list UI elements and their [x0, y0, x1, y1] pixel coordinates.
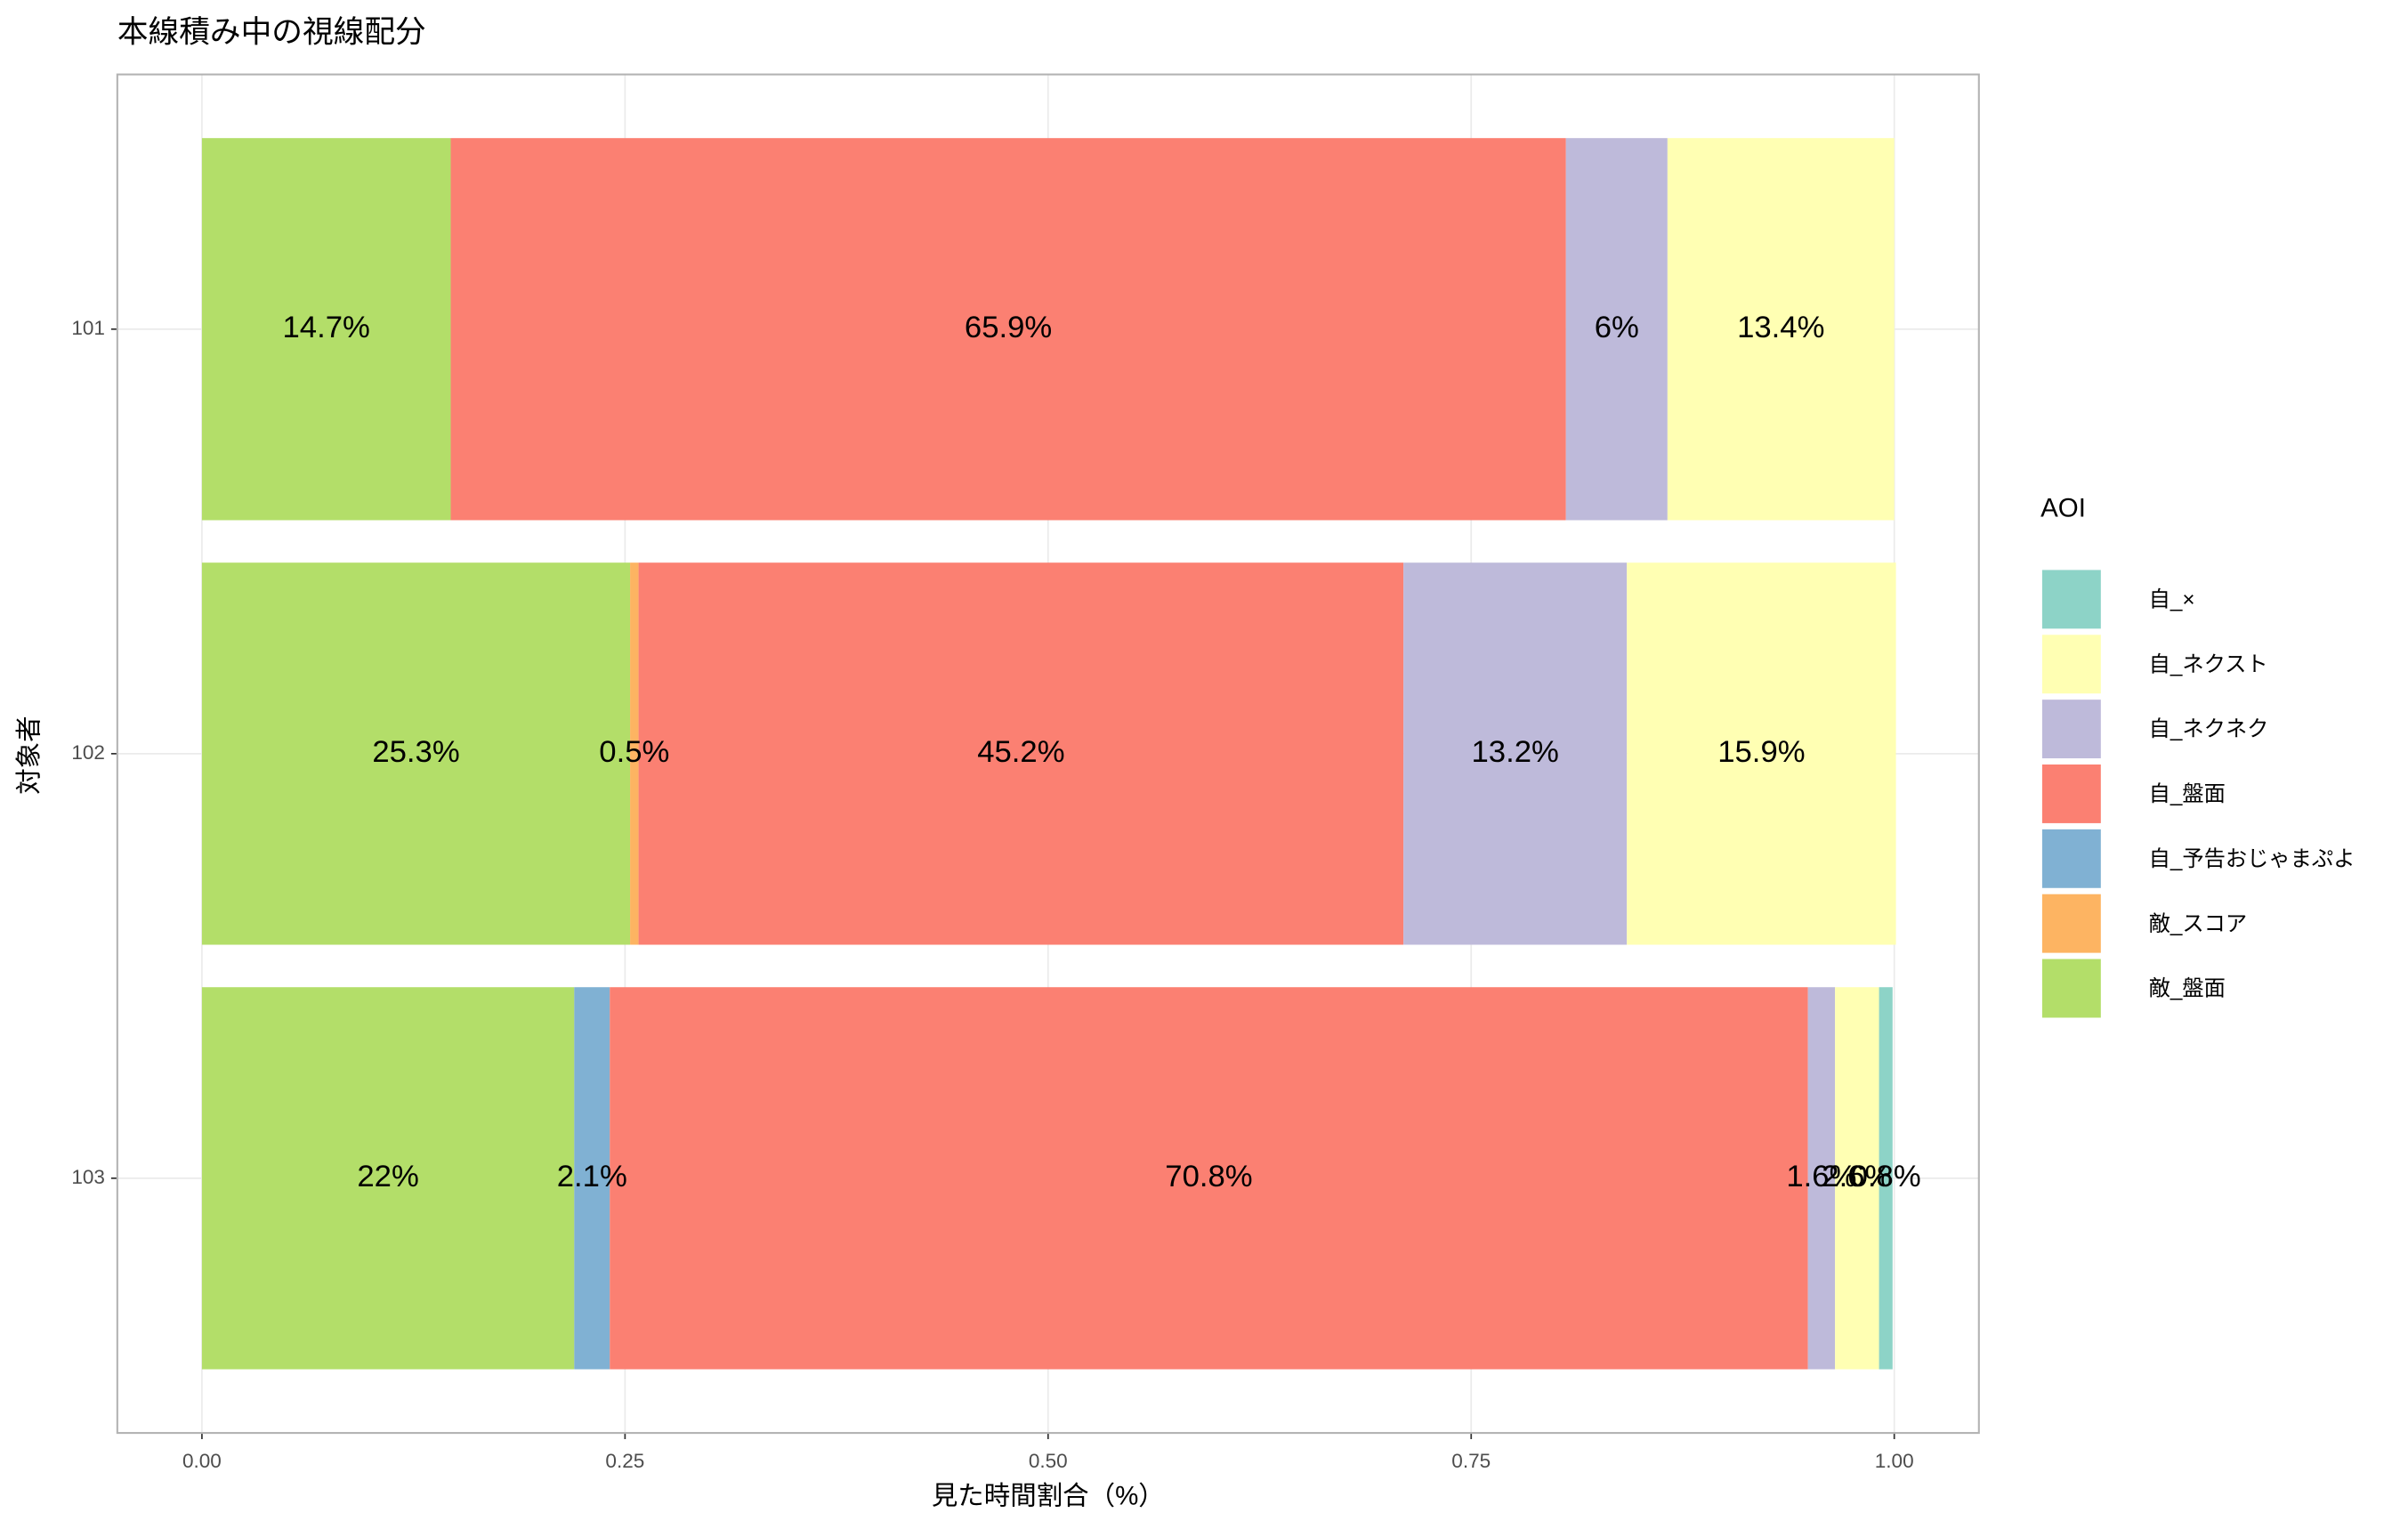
bar-segment	[1807, 987, 1836, 1370]
data-label: 45.2%	[977, 735, 1064, 769]
x-tick-label: 1.00	[1875, 1450, 1914, 1472]
data-label: 22%	[357, 1160, 418, 1193]
legend-key	[2041, 959, 2101, 1018]
y-axis-label: 対象者	[14, 716, 44, 794]
bar-segment	[450, 138, 1566, 521]
bar-segment	[574, 987, 610, 1370]
bar-segment	[1667, 138, 1895, 521]
bar-segment	[1835, 987, 1879, 1370]
bar-segment	[1879, 987, 1893, 1370]
bar-segment	[201, 987, 575, 1370]
legend-title: AOI	[2040, 494, 2086, 523]
legend-label: 自_予告おじゃまぷよ	[2149, 847, 2355, 871]
bar-segment	[201, 138, 451, 521]
legend-key	[2041, 829, 2101, 888]
y-tick-label: 101	[71, 317, 105, 339]
x-tick-label: 0.00	[182, 1450, 222, 1472]
bar-segment	[1627, 562, 1896, 945]
data-label: 13.4%	[1737, 311, 1824, 344]
legend-label: 自_盤面	[2149, 782, 2226, 806]
x-tick-label: 0.25	[605, 1450, 644, 1472]
data-label: 65.9%	[965, 311, 1052, 344]
legend-label: 自_×	[2149, 588, 2195, 612]
x-axis-label: 見た時間割合（%）	[932, 1482, 1165, 1511]
legend-key	[2041, 635, 2101, 694]
data-label: 13.2%	[1472, 735, 1559, 769]
bar-segment	[638, 562, 1404, 945]
data-label: 2.6%	[1822, 1160, 1892, 1193]
data-label: 25.3%	[372, 735, 459, 769]
data-label: 2.1%	[557, 1160, 627, 1193]
data-label: 15.9%	[1717, 735, 1805, 769]
data-label: 0.8%	[1851, 1160, 1921, 1193]
legend-key	[2041, 764, 2101, 823]
bar-segment	[610, 987, 1808, 1370]
bar-segment	[630, 562, 639, 945]
y-tick-label: 102	[71, 741, 105, 764]
bar-segment	[1403, 562, 1628, 945]
legend-key	[2041, 894, 2101, 953]
legend-key	[2041, 700, 2101, 759]
legend-label: 敵_盤面	[2149, 977, 2226, 1001]
x-tick-label: 0.50	[1029, 1450, 1068, 1472]
data-label: 0.5%	[599, 735, 669, 769]
panel-border	[116, 73, 1980, 1435]
data-label: 6%	[1595, 311, 1639, 344]
legend-label: 自_ネクスト	[2149, 652, 2268, 676]
chart-title: 本線積み中の視線配分	[117, 15, 426, 50]
data-label: 1.6%	[1786, 1160, 1856, 1193]
legend-label: 自_ネクネク	[2149, 717, 2269, 741]
bar-segment	[201, 562, 631, 945]
x-tick-label: 0.75	[1451, 1450, 1491, 1472]
data-label: 14.7%	[283, 311, 370, 344]
data-label: 70.8%	[1165, 1160, 1252, 1193]
bar-segment	[1565, 138, 1668, 521]
legend-label: 敵_スコア	[2149, 912, 2248, 936]
y-tick-label: 103	[71, 1166, 105, 1188]
legend-key	[2041, 570, 2101, 629]
